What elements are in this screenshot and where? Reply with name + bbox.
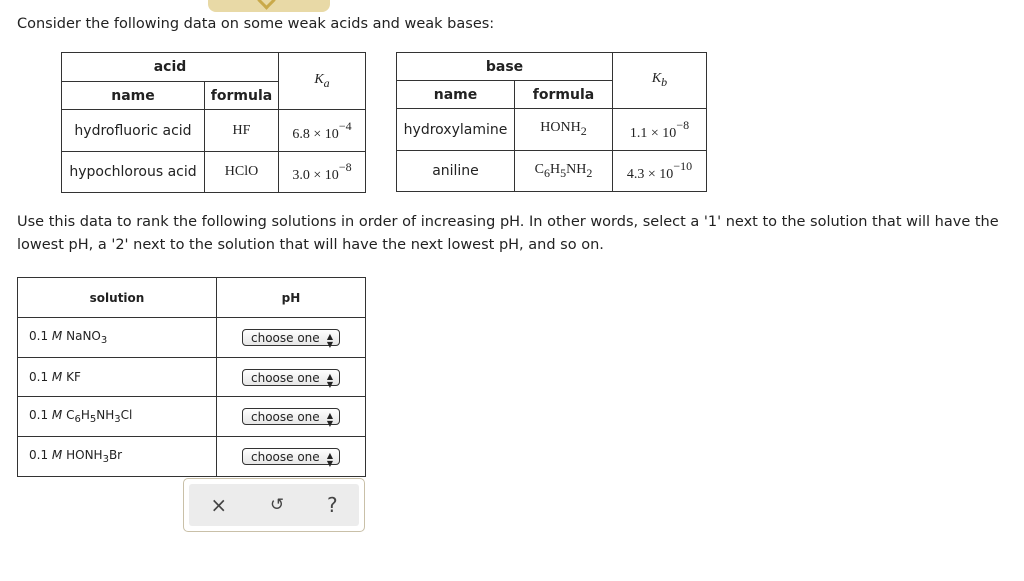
answer-toolbar: × ↺ ? <box>183 478 365 532</box>
table-row: hydroxylamine HONH2 1.1 × 10−8 <box>396 108 707 151</box>
name-header: name <box>396 80 515 109</box>
ph-select[interactable]: choose one ▲ ▼ <box>242 448 340 468</box>
undo-button[interactable]: ↺ <box>269 495 285 515</box>
formula-header: formula <box>514 80 613 109</box>
kb-header: Kb <box>612 52 707 109</box>
updown-arrow-icon: ▲ ▼ <box>326 411 333 428</box>
name-header: name <box>61 81 205 110</box>
base-table: base Kb name formula hydroxylamine HONH2 … <box>396 52 707 192</box>
updown-arrow-icon: ▲ ▼ <box>326 451 333 468</box>
table-row: hypochlorous acid HClO 3.0 × 10−8 <box>61 151 366 193</box>
solution-table: solution pH 0.1 M NaNO3 choose one ▲ ▼ 0.1 … <box>17 277 366 477</box>
ka-header: Ka <box>278 52 366 110</box>
collapse-tab[interactable] <box>208 0 330 12</box>
ph-header: pH <box>216 277 366 318</box>
instructions: Use this data to rank the following solu… <box>17 214 999 253</box>
formula-header: formula <box>204 81 279 110</box>
table-row: 0.1 M C6H5NH3Cl choose one ▲ ▼ <box>17 396 366 437</box>
table-row: 0.1 M KF choose one ▲ ▼ <box>17 357 366 397</box>
table-row: 0.1 M NaNO3 choose one ▲ ▼ <box>17 317 366 358</box>
clear-button[interactable]: × <box>210 493 228 517</box>
acid-header: acid <box>61 52 279 82</box>
table-row: aniline C6H5NH2 4.3 × 10−10 <box>396 150 707 192</box>
chevron-down-icon <box>257 0 276 10</box>
updown-arrow-icon: ▲ ▼ <box>326 371 333 389</box>
help-button[interactable]: ? <box>326 493 338 517</box>
ph-select[interactable]: choose one ▲ ▼ <box>242 368 340 389</box>
table-row: 0.1 M HONH3Br choose one ▲ ▼ <box>17 436 366 477</box>
solution-header: solution <box>17 277 217 318</box>
ph-select[interactable]: choose one ▲ ▼ <box>242 408 340 428</box>
ph-select[interactable]: choose one ▲ ▼ <box>242 329 340 349</box>
base-header: base <box>396 52 613 81</box>
updown-arrow-icon: ▲ ▼ <box>326 332 333 349</box>
intro-text: Consider the following data on some weak… <box>17 16 495 32</box>
acid-table: acid Ka name formula hydrofluoric acid HF … <box>61 52 366 193</box>
table-row: hydrofluoric acid HF 6.8 × 10−4 <box>61 109 366 152</box>
